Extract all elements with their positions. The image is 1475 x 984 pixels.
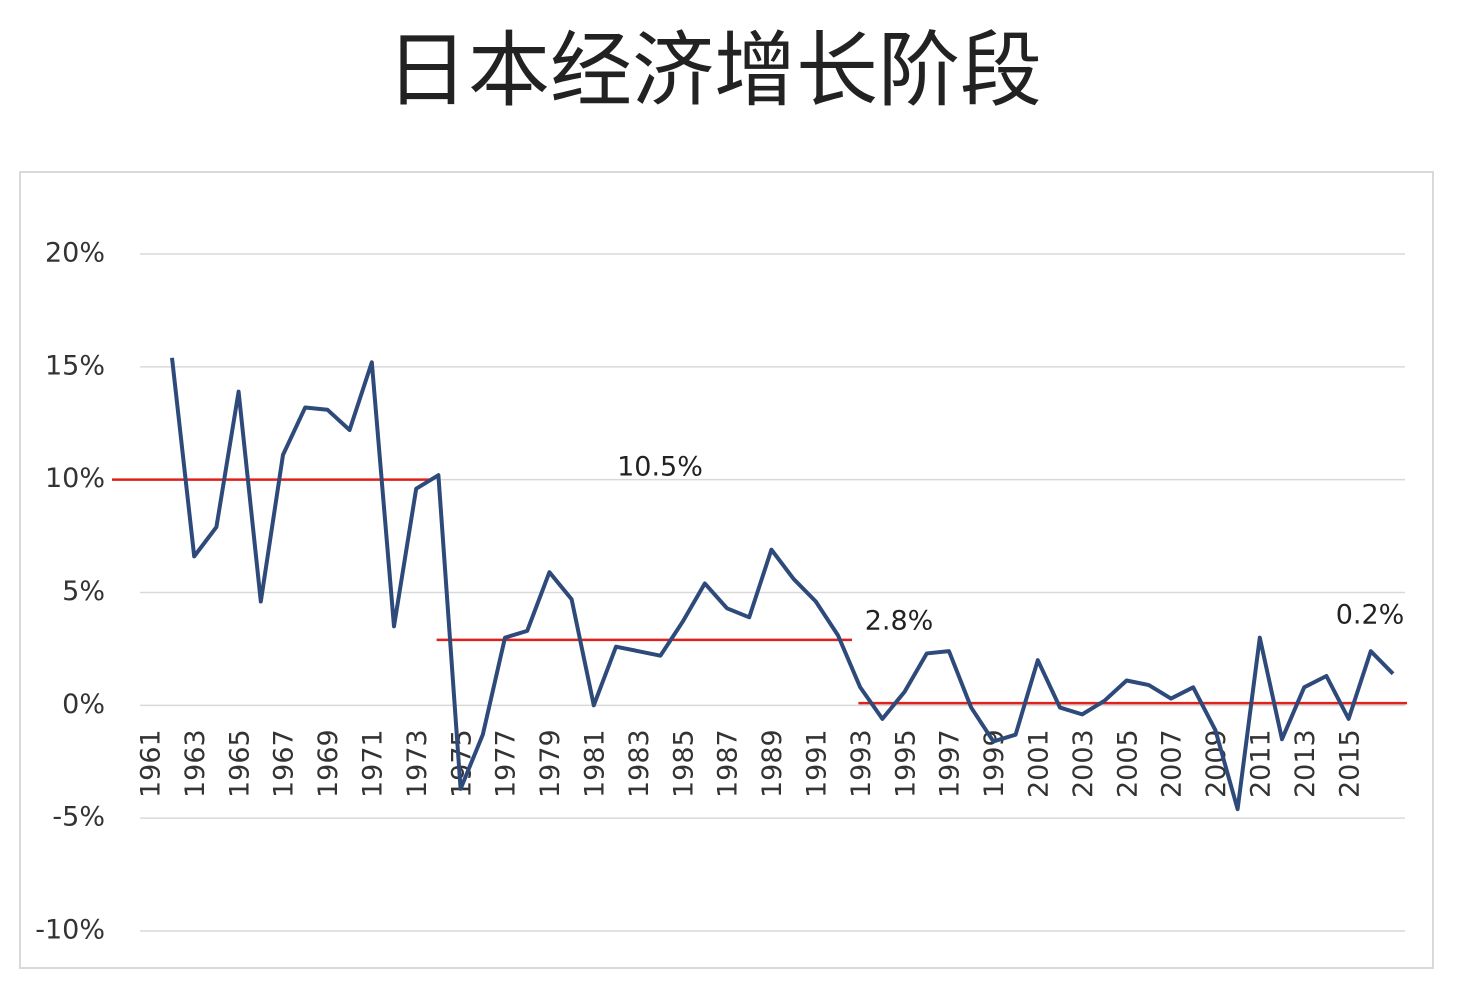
y-tick-label: -5% bbox=[52, 802, 105, 833]
chart-title: 日本经济增长阶段 bbox=[386, 23, 1042, 118]
x-tick-label: 1981 bbox=[580, 729, 611, 798]
y-tick-label: 15% bbox=[45, 350, 105, 381]
x-tick-label: 2005 bbox=[1112, 729, 1143, 798]
y-tick-label: -10% bbox=[35, 915, 105, 946]
x-tick-label: 2015 bbox=[1334, 729, 1365, 798]
x-tick-label: 2007 bbox=[1157, 729, 1188, 798]
y-tick-label: 10% bbox=[45, 463, 105, 494]
x-tick-label: 1967 bbox=[269, 729, 300, 798]
x-tick-label: 2013 bbox=[1290, 729, 1321, 798]
x-tick-label: 2001 bbox=[1024, 729, 1055, 798]
x-tick-label: 1991 bbox=[802, 729, 833, 798]
x-tick-label: 1965 bbox=[224, 729, 255, 798]
plot-frame bbox=[19, 171, 1434, 969]
x-tick-label: 2003 bbox=[1068, 729, 1099, 798]
y-tick-label: 5% bbox=[62, 576, 105, 607]
x-tick-label: 1971 bbox=[358, 729, 389, 798]
annotation: 10.5% bbox=[617, 452, 703, 483]
x-tick-label: 1997 bbox=[935, 729, 966, 798]
x-tick-label: 1969 bbox=[313, 729, 344, 798]
x-tick-label: 1983 bbox=[624, 729, 655, 798]
data-line bbox=[170, 357, 1395, 812]
x-tick-label: 1995 bbox=[890, 729, 921, 798]
annotation: 2.8% bbox=[865, 606, 934, 637]
x-tick-label: 1993 bbox=[846, 729, 877, 798]
x-tick-label: 1987 bbox=[713, 729, 744, 798]
x-tick-label: 1985 bbox=[668, 729, 699, 798]
x-tick-label: 1989 bbox=[757, 729, 788, 798]
x-tick-label: 1963 bbox=[180, 729, 211, 798]
y-tick-label: 20% bbox=[45, 238, 105, 269]
x-tick-label: 1961 bbox=[136, 729, 167, 798]
y-tick-label: 0% bbox=[62, 689, 105, 720]
x-tick-label: 1979 bbox=[535, 729, 566, 798]
x-tick-label: 1977 bbox=[491, 729, 522, 798]
annotation: 0.2% bbox=[1336, 600, 1405, 631]
x-tick-label: 2011 bbox=[1246, 729, 1277, 798]
x-tick-label: 1973 bbox=[402, 729, 433, 798]
